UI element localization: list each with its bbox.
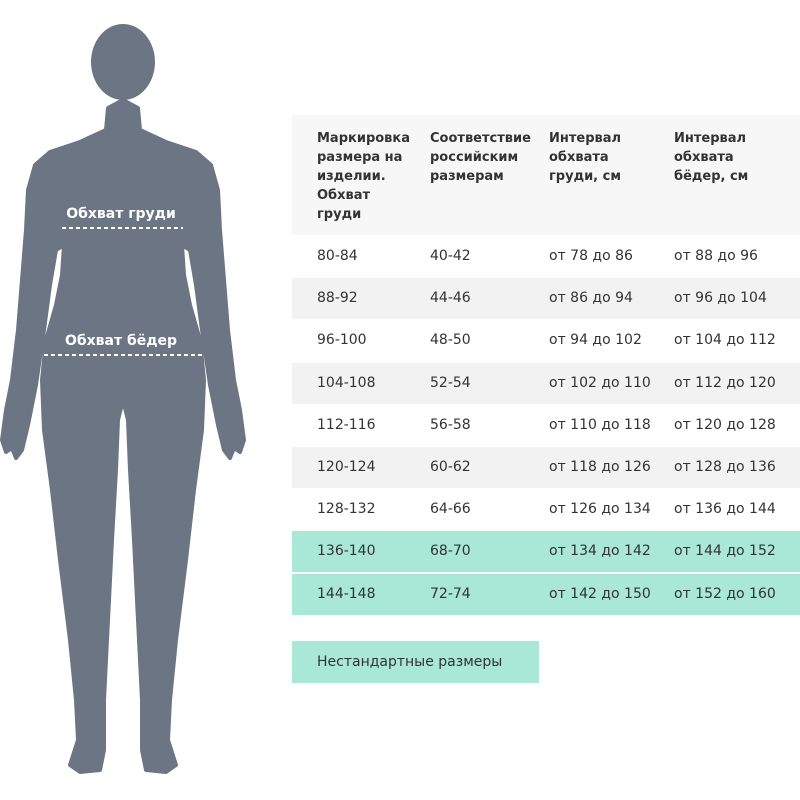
table-cell: от 142 до 150: [549, 585, 651, 602]
table-cell: от 96 до 104: [674, 290, 767, 307]
table-row: 120-124 60-62 от 118 до 126 от 128 до 136: [292, 447, 800, 488]
header-cell: Соответствие российским размерам: [430, 131, 531, 184]
table-cell: от 86 до 94: [549, 290, 633, 307]
table-cell: 64-66: [430, 501, 471, 518]
silhouette: [0, 98, 246, 774]
table-cell: от 128 до 136: [674, 459, 776, 475]
table-cell: 128-132: [317, 501, 376, 518]
hip-label: Обхват бёдер: [65, 333, 177, 349]
header-cell: Интервал обхвата груди, см: [549, 131, 622, 184]
table-cell: 88-92: [317, 290, 358, 307]
table-cell: 80-84: [317, 248, 358, 264]
table-row: 144-148 72-74 от 142 до 150 от 152 до 160: [292, 573, 800, 615]
table-cell: от 120 до 128: [674, 416, 776, 433]
table-cell: от 152 до 160: [674, 585, 776, 602]
table-cell: 72-74: [430, 585, 471, 602]
header-cell: Маркировка размера на изделии. Обхват гр…: [317, 131, 411, 222]
table-cell: 44-46: [430, 290, 471, 307]
table-row: 128-132 64-66 от 126 до 134 от 136 до 144: [292, 489, 800, 531]
table-cell: от 126 до 134: [549, 501, 651, 518]
table-cell: от 134 до 142: [549, 543, 651, 560]
table-cell: от 88 до 96: [674, 248, 758, 264]
table-cell: от 94 до 102: [549, 332, 642, 349]
head: [91, 24, 155, 100]
table-cell: 40-42: [430, 248, 471, 264]
table-row: 88-92 44-46 от 86 до 94 от 96 до 104: [292, 278, 800, 320]
table-cell: 60-62: [430, 459, 471, 475]
table-row: 112-116 56-58 от 110 до 118 от 120 до 128: [292, 404, 800, 446]
table-cell: 56-58: [430, 416, 471, 433]
table-cell: 144-148: [317, 585, 376, 602]
table-row: 136-140 68-70 от 134 до 142 от 144 до 152: [292, 531, 800, 573]
table-cell: от 118 до 126: [549, 459, 651, 475]
header-row: Маркировка размера на изделии. Обхват гр…: [292, 115, 800, 235]
table-cell: от 110 до 118: [549, 416, 651, 433]
table-cell: от 78 до 86: [549, 248, 633, 264]
table-cell: от 144 до 152: [674, 543, 776, 560]
table-cell: 52-54: [430, 374, 471, 391]
table-row: 80-84 40-42 от 78 до 86 от 88 до 96: [292, 236, 800, 277]
table-cell: 104-108: [317, 374, 376, 391]
table-row: 104-108 52-54 от 102 до 110 от 112 до 120: [292, 362, 800, 404]
table-cell: от 136 до 144: [674, 501, 776, 518]
table-cell: 96-100: [317, 332, 367, 349]
table-cell: 68-70: [430, 543, 471, 560]
table-cell: от 102 до 110: [549, 374, 651, 391]
table-cell: 48-50: [430, 332, 471, 349]
table-cell: 112-116: [317, 416, 376, 433]
legend: Нестандартные размеры: [292, 641, 539, 683]
table-cell: 120-124: [317, 459, 376, 475]
table-cell: от 104 до 112: [674, 332, 776, 349]
header-cell: Интервал обхвата бёдер, см: [674, 131, 749, 184]
body-figure: Обхват груди Обхват бёдер: [0, 24, 246, 774]
table-cell: 136-140: [317, 543, 376, 560]
table-cell: от 112 до 120: [674, 374, 776, 391]
table-row: 96-100 48-50 от 94 до 102 от 104 до 112: [292, 320, 800, 362]
chest-label: Обхват груди: [66, 206, 176, 222]
